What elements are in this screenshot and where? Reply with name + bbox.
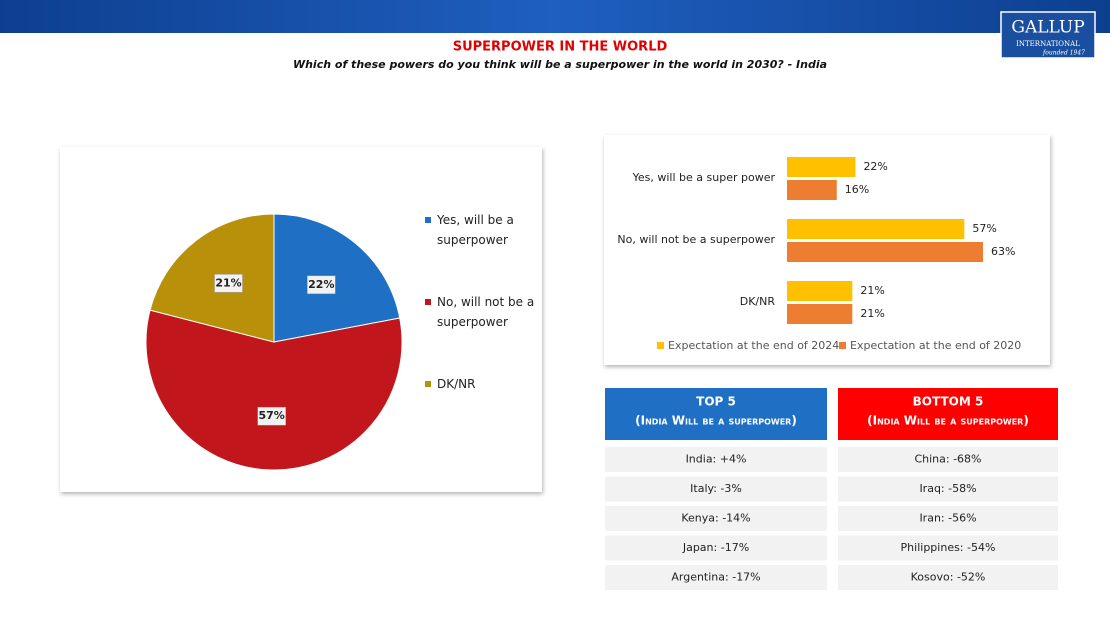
bar: [787, 281, 853, 301]
legend-label: Yes, will be a superpower: [436, 213, 514, 247]
table-row: [838, 447, 1058, 472]
table-cell: Argentina: -17%: [671, 571, 760, 584]
table-title: TOP 5: [696, 395, 736, 409]
category-label: DK/NR: [740, 295, 776, 308]
data-label: 57%: [972, 222, 996, 235]
table-row: [838, 476, 1058, 502]
data-label: 63%: [991, 245, 1015, 258]
table-cell: Iraq: -58%: [919, 482, 976, 495]
pie-slice: [149, 213, 275, 343]
table-row: [838, 506, 1058, 531]
table-row: [838, 535, 1058, 561]
legend-swatch: [425, 299, 431, 305]
pie-slice: [273, 213, 401, 343]
table-cell: Philippines: -54%: [901, 541, 996, 554]
data-label: 57%: [258, 409, 284, 422]
banner: [0, 0, 1110, 33]
logo: GALLUP: [1011, 18, 1084, 38]
label-box: [257, 406, 286, 426]
table-cell: China: -68%: [914, 453, 981, 466]
logo-box: [1000, 11, 1096, 59]
legend-swatch: [839, 342, 846, 349]
legend-swatch: [425, 381, 431, 387]
legend-label: DK/NR: [437, 377, 475, 391]
bar: [787, 157, 856, 177]
table-cell: Iran: -56%: [919, 512, 976, 525]
table-cell: Italy: -3%: [690, 482, 742, 495]
table-row: [605, 447, 827, 472]
data-label: 16%: [845, 183, 869, 196]
bar: [787, 219, 965, 239]
bar: [787, 242, 983, 262]
logo-founded: founded 1947: [1042, 50, 1085, 57]
table-row: [605, 506, 827, 531]
title: SUPERPOWER IN THE WORLD: [453, 40, 668, 55]
data-label: 21%: [860, 307, 884, 320]
legend-swatch: [425, 217, 431, 223]
legend-swatch: [657, 342, 664, 349]
table-cell: Japan: -17%: [682, 541, 749, 554]
category-label: Yes, will be a super power: [632, 171, 776, 184]
bar: [787, 180, 837, 200]
pie-slice: [145, 309, 403, 471]
table-subtitle: (India Will be a superpower): [635, 414, 797, 428]
category-label: No, will not be a superpower: [617, 233, 775, 246]
table-subtitle: (India Will be a superpower): [867, 414, 1029, 428]
table-row: [605, 565, 827, 590]
legend-label: Expectation at the end of 2020: [850, 339, 1021, 352]
table-title: BOTTOM 5: [913, 395, 984, 409]
table-row: [838, 565, 1058, 590]
logo-sub: INTERNATIONAL: [1016, 40, 1080, 48]
data-label: 22%: [863, 160, 887, 173]
legend-label: Expectation at the end of 2024: [668, 339, 839, 352]
table-cell: Kenya: -14%: [681, 512, 750, 525]
label-box: [307, 275, 336, 295]
legend-label: No, will not be a superpower: [437, 295, 534, 329]
table-header: [838, 388, 1058, 440]
table-cell: India: +4%: [686, 453, 747, 466]
label-box: [214, 274, 243, 293]
table-header: [605, 388, 827, 440]
table-row: [605, 476, 827, 502]
data-label: 22%: [308, 278, 334, 291]
data-label: 21%: [215, 276, 241, 289]
table-row: [605, 535, 827, 561]
subtitle: Which of these powers do you think will …: [293, 58, 827, 71]
data-label: 21%: [860, 284, 884, 297]
bar: [787, 304, 853, 324]
table-cell: Kosovo: -52%: [911, 571, 986, 584]
